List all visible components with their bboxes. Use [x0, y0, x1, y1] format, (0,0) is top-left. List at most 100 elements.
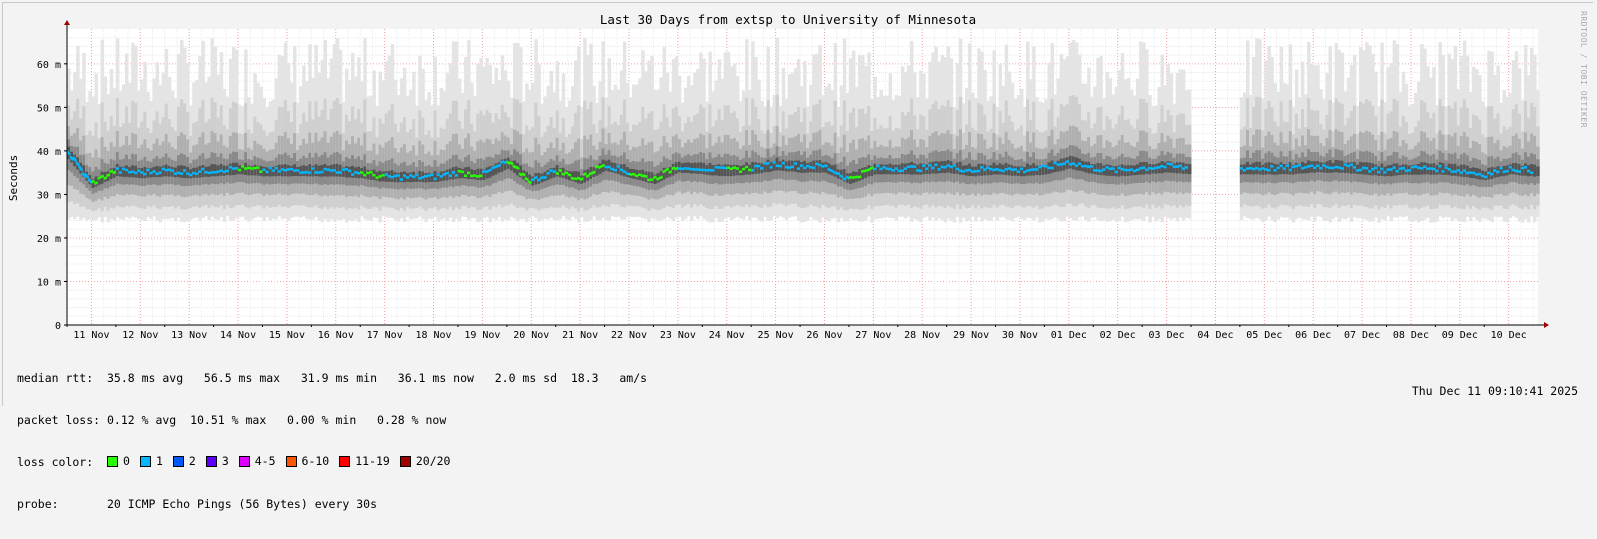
median-segment	[663, 171, 666, 173]
median-segment	[568, 174, 571, 175]
median-segment	[446, 173, 449, 174]
median-segment	[864, 170, 867, 171]
median-segment	[684, 168, 690, 169]
median-segment	[495, 166, 498, 168]
median-segment	[360, 172, 363, 173]
median-segment	[537, 179, 540, 180]
median-segment	[366, 173, 369, 174]
median-segment	[375, 177, 378, 178]
smoke-band	[782, 160, 785, 171]
smoke-band	[418, 171, 421, 182]
smoke-band	[745, 162, 748, 174]
loss-color-item: 3	[206, 454, 229, 468]
smoke-band	[861, 168, 864, 180]
loss-label: packet loss:	[17, 413, 107, 427]
smoke-band	[183, 166, 186, 178]
median-segment	[443, 174, 446, 175]
x-tick-label: 19 Nov	[464, 330, 500, 341]
smoke-band	[363, 166, 366, 178]
chart-title: Last 30 Days from extsp to University of…	[600, 12, 976, 27]
median-segment	[382, 175, 385, 176]
x-tick-label: 08 Dec	[1393, 330, 1429, 341]
loss-color-label: 4-5	[255, 454, 276, 468]
median-segment	[660, 177, 663, 179]
median-segment	[485, 171, 488, 173]
x-tick-label: 05 Dec	[1246, 330, 1282, 341]
median-segment	[1503, 171, 1506, 172]
median-segment	[1060, 164, 1063, 165]
smoke-band	[427, 173, 430, 182]
y-tick-label: 30 m	[37, 190, 61, 201]
smoke-band	[864, 167, 867, 178]
smoke-band	[699, 162, 702, 174]
smoke-band	[980, 164, 983, 176]
median-segment	[620, 169, 623, 170]
smoke-band	[299, 166, 302, 176]
smoke-band	[815, 160, 818, 172]
median-segment	[690, 169, 696, 170]
median-segment	[110, 171, 113, 173]
x-tick-label: 23 Nov	[660, 330, 696, 341]
smoke-band	[479, 169, 482, 180]
smoke-band	[1277, 164, 1280, 174]
x-tick-label: 25 Nov	[758, 330, 794, 341]
smoke-band	[1359, 162, 1362, 174]
median-segment	[653, 176, 656, 178]
loss-color-swatch	[140, 456, 151, 467]
median-segment	[675, 168, 678, 170]
smoke-band	[913, 164, 916, 175]
median-segment	[1047, 167, 1050, 168]
median-segment	[437, 174, 440, 175]
loss-color-label: 3	[222, 454, 229, 468]
smoke-band	[727, 165, 730, 177]
smoke-band	[1261, 165, 1264, 175]
smoke-band	[290, 166, 293, 176]
median-segment	[766, 163, 769, 164]
smoke-band	[504, 159, 507, 170]
median-segment	[867, 169, 870, 170]
smoke-band	[919, 163, 922, 174]
median-segment	[702, 170, 708, 171]
median-segment	[751, 170, 754, 171]
smoke-band	[959, 162, 962, 175]
smoke-band	[366, 170, 369, 179]
loss-values: 0.12 % avg 10.51 % max 0.00 % min 0.28 %…	[107, 413, 446, 427]
median-segment	[91, 181, 94, 183]
smoke-band	[1295, 163, 1298, 174]
median-segment	[1478, 174, 1481, 175]
loss-color-item: 6-10	[286, 454, 330, 468]
median-segment	[586, 175, 589, 177]
median-segment	[550, 170, 553, 171]
y-tick-label: 20 m	[37, 234, 61, 245]
loss-stats-row: packet loss:0.12 % avg 10.51 % max 0.00 …	[17, 413, 647, 427]
median-segment	[828, 169, 831, 171]
smoke-band	[201, 165, 204, 177]
median-segment	[656, 178, 659, 180]
smoke-band	[907, 163, 910, 174]
x-tick-label: 30 Nov	[1002, 330, 1038, 341]
median-segment	[547, 173, 550, 174]
median-segment	[641, 175, 644, 176]
smoke-band	[776, 158, 779, 171]
smoke-band	[1396, 163, 1399, 175]
x-tick-label: 07 Dec	[1344, 330, 1380, 341]
smoke-band	[718, 164, 721, 176]
x-tick-label: 14 Nov	[220, 330, 256, 341]
y-axis-label: Seconds	[7, 155, 20, 201]
rtt-label: median rtt:	[17, 371, 107, 385]
median-segment	[1481, 176, 1484, 177]
median-segment	[583, 173, 586, 175]
smoke-band	[800, 162, 803, 173]
smoke-band	[788, 160, 791, 171]
median-segment	[1044, 166, 1047, 167]
median-segment	[965, 170, 968, 171]
median-segment	[754, 166, 757, 167]
median-segment	[589, 173, 592, 175]
median-segment	[852, 177, 855, 178]
smoke-band	[458, 168, 461, 179]
smoke-band	[1374, 165, 1377, 176]
smoke-band	[1423, 162, 1426, 174]
median-segment	[672, 167, 675, 169]
loss-color-item: 1	[140, 454, 163, 468]
